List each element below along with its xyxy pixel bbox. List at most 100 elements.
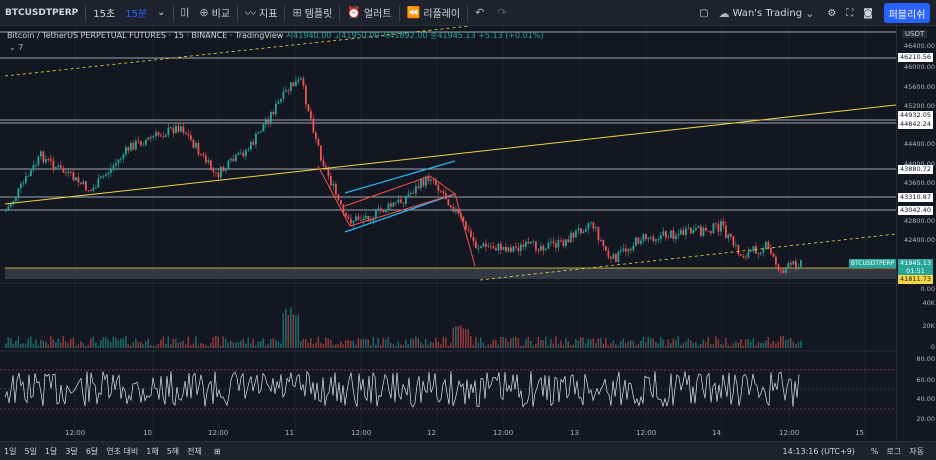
log-scale-button[interactable]: 로그 bbox=[886, 446, 902, 456]
candle-body bbox=[390, 203, 392, 207]
volume-bar bbox=[315, 342, 317, 348]
camera-icon[interactable]: ◙ bbox=[863, 7, 873, 19]
candle-body bbox=[770, 247, 772, 254]
candle-body bbox=[790, 263, 792, 265]
volume-bar bbox=[552, 343, 555, 348]
range-1d-button[interactable]: 1일 bbox=[4, 446, 17, 456]
candle-body bbox=[602, 240, 605, 247]
range-5y-button[interactable]: 5해 bbox=[166, 446, 180, 456]
templates-button[interactable]: ⊞ 템플릿 bbox=[287, 0, 337, 26]
volume-bar bbox=[665, 345, 667, 348]
candle-body bbox=[77, 177, 80, 183]
candle-body bbox=[352, 220, 355, 224]
indicators-button[interactable]: 〰 지표 bbox=[240, 0, 282, 26]
volume-bar bbox=[722, 344, 725, 348]
candle-body bbox=[192, 139, 195, 148]
range-ytd-button[interactable]: 연초 대비 bbox=[106, 446, 139, 456]
volume-bar bbox=[642, 336, 645, 348]
candle-body bbox=[142, 144, 145, 146]
volume-bar bbox=[492, 339, 495, 348]
candle-body bbox=[122, 154, 125, 159]
chart-canvas[interactable] bbox=[0, 26, 896, 441]
candle-body bbox=[385, 210, 387, 213]
volume-bar bbox=[622, 338, 625, 348]
layout-name-button[interactable]: ☁ Wan's Trading ⌄ bbox=[714, 0, 823, 26]
candle-body bbox=[627, 249, 630, 252]
alarm-clock-icon: ⏰ bbox=[347, 6, 361, 19]
range-1m-button[interactable]: 1달 bbox=[44, 446, 58, 456]
candle-body bbox=[250, 142, 252, 150]
volume-bar bbox=[65, 341, 67, 348]
time-axis[interactable]: 12:00 10 12:00 11 12:00 12 12:00 13 12:0… bbox=[0, 427, 896, 441]
date-range-calendar-icon[interactable]: ⊞ bbox=[213, 446, 221, 456]
red-path bbox=[317, 165, 476, 267]
range-6m-button[interactable]: 6달 bbox=[85, 446, 99, 456]
candle-body bbox=[450, 205, 452, 207]
chart-legend[interactable]: Bitcoin / TetherUS PERPETUAL FUTURES · 1… bbox=[7, 30, 544, 41]
candle-body bbox=[800, 260, 802, 268]
volume-bar bbox=[100, 339, 102, 348]
settings-gear-icon[interactable]: ⚙ bbox=[827, 7, 837, 19]
candle-body bbox=[580, 228, 582, 234]
range-3m-button[interactable]: 3달 bbox=[65, 446, 78, 456]
volume-bar bbox=[255, 345, 257, 348]
volume-bar bbox=[172, 338, 175, 348]
candle-body bbox=[5, 210, 7, 212]
candle-body bbox=[447, 199, 450, 206]
candle-body bbox=[377, 208, 380, 210]
candle-body bbox=[747, 251, 750, 258]
interval-dropdown-chevron-icon[interactable]: ⌄ bbox=[157, 7, 166, 18]
candle-body bbox=[117, 159, 120, 164]
price-axis[interactable]: 46400.00 46000.00 45600.00 45200.00 4440… bbox=[896, 26, 936, 441]
volume-bar bbox=[425, 338, 427, 348]
candle-body bbox=[17, 188, 20, 198]
auto-scale-button[interactable]: 자동 bbox=[909, 446, 924, 456]
volume-bar bbox=[650, 338, 652, 348]
chart-type-candles-icon[interactable]: ▯| bbox=[180, 7, 190, 18]
percent-scale-button[interactable]: % bbox=[870, 446, 879, 456]
candle-body bbox=[50, 158, 52, 161]
multi-layout-icon[interactable]: ▢ bbox=[699, 7, 709, 19]
candle-body bbox=[545, 248, 547, 251]
symbol-search-button[interactable]: BTCUSDTPERP bbox=[5, 7, 79, 18]
candle-body bbox=[65, 172, 67, 174]
volume-bar bbox=[390, 342, 392, 348]
volume-bar bbox=[202, 343, 205, 348]
candle-body bbox=[652, 236, 655, 242]
undo-button[interactable]: ↶ bbox=[470, 0, 492, 26]
redo-button[interactable]: ↷ bbox=[492, 0, 514, 26]
compare-button[interactable]: ⊕ 비교 bbox=[194, 0, 235, 26]
range-all-button[interactable]: 전체 bbox=[187, 446, 202, 456]
candle-body bbox=[665, 231, 667, 238]
volume-bar bbox=[450, 343, 452, 348]
volume-bar bbox=[692, 343, 695, 348]
candle-body bbox=[742, 255, 745, 258]
volume-bar bbox=[637, 343, 640, 348]
candle-body bbox=[522, 244, 525, 247]
volume-bar bbox=[630, 340, 632, 348]
candle-body bbox=[780, 269, 782, 271]
fullscreen-icon[interactable]: ⛶ bbox=[846, 7, 854, 19]
alert-button[interactable]: ⏰ 얼러트 bbox=[342, 0, 396, 26]
currency-selector[interactable]: USDT bbox=[902, 30, 928, 38]
range-1y-button[interactable]: 1해 bbox=[146, 446, 159, 456]
candle-body bbox=[75, 177, 77, 181]
candle-body bbox=[600, 240, 602, 241]
volume-bar bbox=[685, 341, 687, 348]
volume-bar bbox=[112, 336, 115, 348]
volume-bar bbox=[322, 343, 325, 348]
volume-bar bbox=[357, 338, 360, 348]
horizontal-level-lines bbox=[0, 31, 896, 279]
interval-15s-button[interactable]: 15초 bbox=[93, 9, 116, 20]
volume-bar bbox=[570, 345, 572, 348]
publish-button[interactable]: 퍼블리쉬 bbox=[884, 3, 930, 23]
volume-bar bbox=[532, 345, 535, 348]
candle-body bbox=[605, 246, 607, 251]
replay-button[interactable]: ⏪ 리플레이 bbox=[402, 0, 466, 26]
volume-tick: 40K bbox=[922, 299, 935, 307]
indicator-collapse-toggle[interactable]: ⌄ 7 bbox=[9, 43, 24, 52]
clock-timezone-button[interactable]: 14:13:16 (UTC+9) bbox=[782, 446, 855, 456]
range-5d-button[interactable]: 5일 bbox=[24, 446, 37, 456]
interval-15m-button[interactable]: 15분 bbox=[125, 9, 148, 20]
volume-bar bbox=[555, 336, 557, 348]
